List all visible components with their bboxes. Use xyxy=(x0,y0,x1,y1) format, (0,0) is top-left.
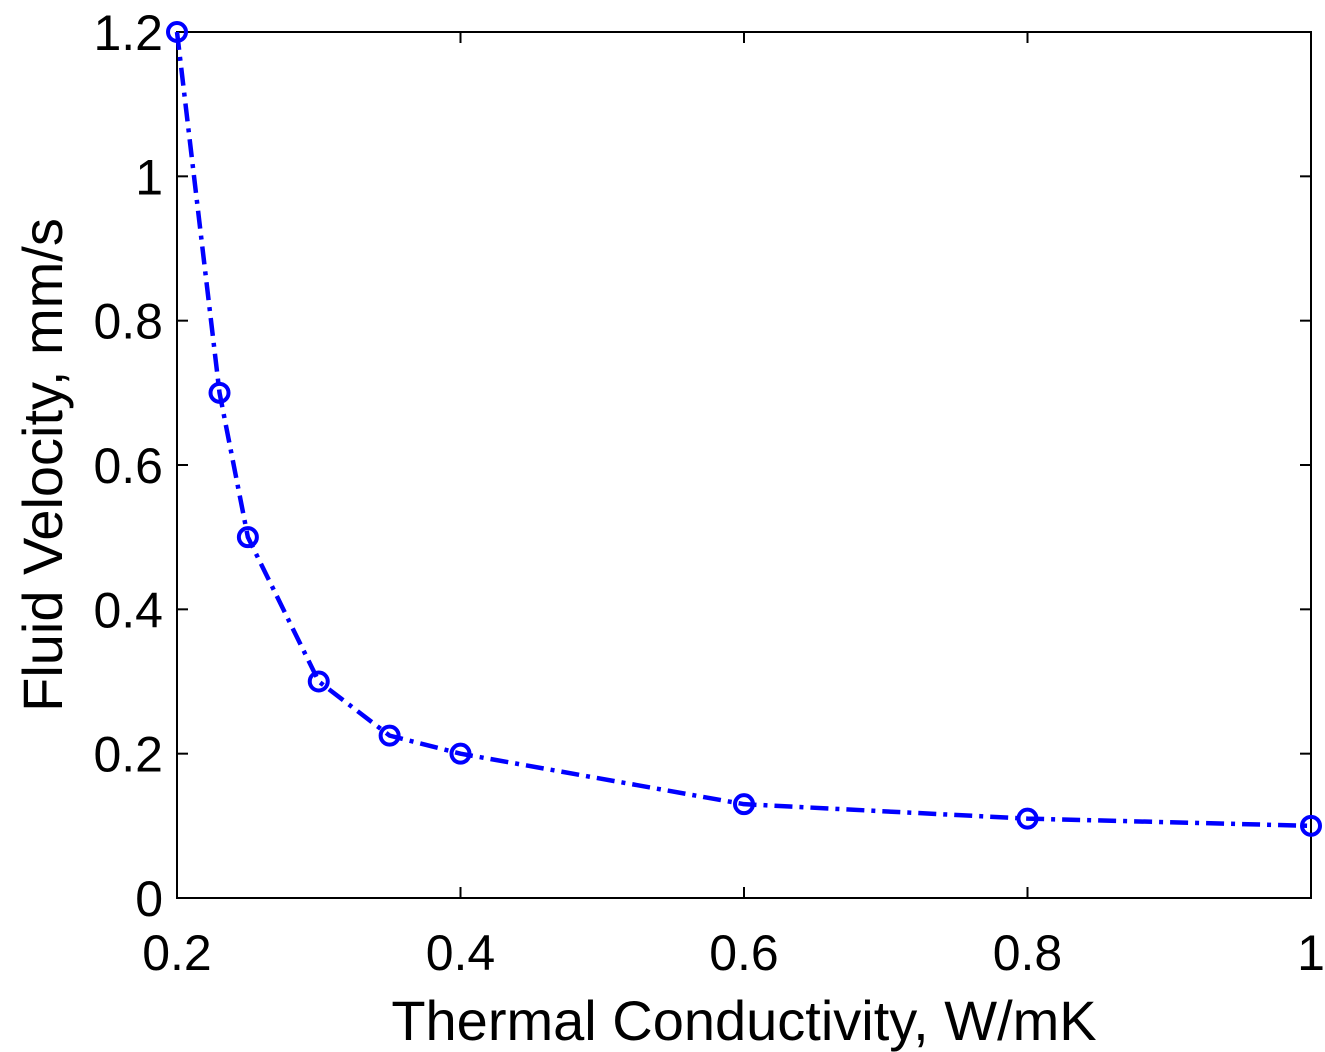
series-line xyxy=(174,31,1312,829)
labels-layer: 0.2 0.4 0.6 0.8 100.20.40.60.811.2 xyxy=(93,5,1324,981)
data-point xyxy=(166,21,188,43)
data-point xyxy=(307,670,330,693)
y-tick-label: 0.8 xyxy=(93,294,163,350)
x-tick-label: 0.4 xyxy=(426,925,496,981)
y-tick-label: 0.4 xyxy=(93,582,163,638)
y-tick-label: 1.2 xyxy=(93,5,163,61)
x-tick-label: 1 xyxy=(1297,925,1325,981)
x-axis-label: Thermal Conductivity, W/mK xyxy=(391,989,1096,1052)
x-tick-label: 0.2 xyxy=(142,925,212,981)
y-tick-label: 0 xyxy=(135,871,163,927)
data-point xyxy=(449,742,472,765)
data-point xyxy=(1016,807,1039,830)
y-axis-label: Fluid Velocity, mm/s xyxy=(11,218,74,712)
data-point xyxy=(208,381,231,404)
data-point xyxy=(378,724,401,747)
data-point xyxy=(733,793,755,816)
x-tick-label: 0.6 xyxy=(709,925,779,981)
x-tick-label: 0.8 xyxy=(993,925,1063,981)
y-tick-label: 0.2 xyxy=(93,727,163,783)
data-point xyxy=(1300,814,1322,837)
ticks-layer xyxy=(176,31,1312,899)
y-tick-label: 0.6 xyxy=(93,438,163,494)
plot-frame xyxy=(176,31,1312,899)
data-point xyxy=(236,526,259,549)
y-tick-label: 1 xyxy=(135,149,163,205)
markers-layer xyxy=(166,21,1322,837)
